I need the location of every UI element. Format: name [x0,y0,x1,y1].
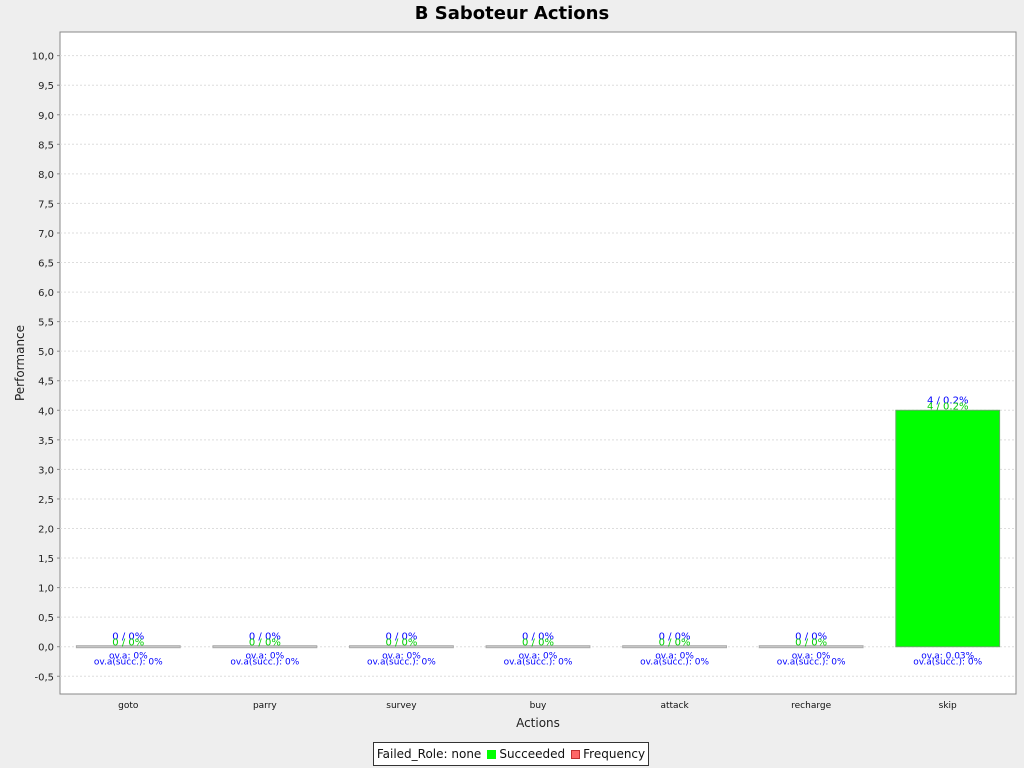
y-tick-label: 3,0 [38,465,54,476]
label-overall-succ: ov.a(succ.): 0% [94,658,163,668]
y-tick-label: 5,5 [38,318,54,329]
legend-item-succeeded: Succeeded [487,747,565,761]
x-category-label: recharge [791,701,831,711]
y-tick-label: 9,0 [38,111,54,122]
x-category-label: parry [253,701,277,711]
label-frequency: 0 / 0% [385,632,417,643]
label-overall: ov.a: 0% [382,652,421,662]
label-frequency: 0 / 0% [522,632,554,643]
label-overall: ov.a: 0% [655,652,694,662]
chart-title: B Saboteur Actions [415,3,609,24]
label-frequency: 0 / 0% [795,632,827,643]
label-overall: ov.a: 0.03% [921,652,974,662]
grid-lines [60,55,1016,677]
data-labels: 0 / 0%0 / 0%ov.a: 0%ov.a(succ.): 0%0 / 0… [94,395,983,667]
label-frequency: 0 / 0% [659,632,691,643]
bar-attack [622,645,727,649]
label-succeeded: 0 / 0% [249,638,281,649]
x-category-label: survey [386,701,417,711]
label-succeeded: 0 / 0% [659,638,691,649]
y-tick-label: 8,5 [38,140,54,151]
label-overall-succ: ov.a(succ.): 0% [230,658,299,668]
y-tick-label: 1,0 [38,584,54,595]
y-tick-label: 0,0 [38,643,54,654]
y-tick-label: 2,0 [38,525,54,536]
legend: Failed_Role: none Succeeded Frequency [373,742,649,766]
label-overall-succ: ov.a(succ.): 0% [777,658,846,668]
y-tick-label: 6,0 [38,288,54,299]
label-succeeded: 0 / 0% [795,638,827,649]
y-tick-label: 1,5 [38,554,54,565]
label-succeeded: 4 / 0.2% [927,401,969,412]
x-category-label: goto [118,701,139,711]
x-axis-title: Actions [516,716,560,730]
bars [75,409,1001,649]
label-frequency: 0 / 0% [112,632,144,643]
label-succeeded: 0 / 0% [385,638,417,649]
y-tick-label: 9,5 [38,81,54,92]
bar-buy [485,645,591,649]
legend-item-frequency: Frequency [571,747,645,761]
legend-label-failed-role: Failed_Role: none [376,747,482,761]
label-succeeded: 0 / 0% [112,638,144,649]
chart: B Saboteur Actions -0,5 0,0 0,5 1,0 1,5 2,0 2,… [13,3,1017,730]
x-axis-categories: goto parry survey buy attack recharge skip [118,701,957,711]
y-tick-label: 4,5 [38,377,54,388]
y-tick-label: 4,0 [38,406,54,417]
y-tick-label: 3,5 [38,436,54,447]
label-succeeded: 0 / 0% [522,638,554,649]
y-tick-label: 0,5 [38,613,54,624]
x-category-label: skip [939,701,957,711]
y-axis-ticks: -0,5 0,0 0,5 1,0 1,5 2,0 2,5 3,0 3,5 4,0 4,5 5,0 5,5… [32,52,60,683]
label-overall-succ: ov.a(succ.): 0% [367,658,436,668]
bar-goto [75,645,181,649]
label-overall-succ: ov.a(succ.): 0% [640,658,709,668]
plot-area [59,31,1017,695]
bar-parry [212,645,318,649]
label-overall: ov.a: 0% [519,652,558,662]
label-overall: ov.a: 0% [246,652,285,662]
label-overall: ov.a: 0% [109,652,148,662]
x-category-label: buy [530,701,547,711]
y-tick-label: 8,0 [38,170,54,181]
legend-item-failed-role: Failed_Role: none [377,747,481,761]
label-overall-succ: ov.a(succ.): 0% [913,658,982,668]
legend-label-frequency: Frequency [583,747,646,761]
y-tick-label: 10,0 [32,52,54,63]
bar-skip [895,409,1001,648]
legend-swatch-frequency [571,749,581,759]
y-tick-label: -0,5 [34,672,54,683]
x-category-label: attack [660,701,689,711]
y-tick-label: 6,5 [38,259,54,270]
bar-survey [349,645,454,649]
legend-swatch-succeeded [487,749,497,759]
bar-recharge [758,645,864,649]
label-frequency: 0 / 0% [249,632,281,643]
y-tick-label: 5,0 [38,347,54,358]
y-tick-label: 7,5 [38,199,54,210]
y-axis-title: Performance [13,325,27,401]
label-overall-succ: ov.a(succ.): 0% [504,658,573,668]
legend-label-succeeded: Succeeded [499,747,566,761]
y-tick-label: 2,5 [38,495,54,506]
label-overall: ov.a: 0% [792,652,831,662]
y-tick-label: 7,0 [38,229,54,240]
label-frequency: 4 / 0.2% [927,395,969,406]
